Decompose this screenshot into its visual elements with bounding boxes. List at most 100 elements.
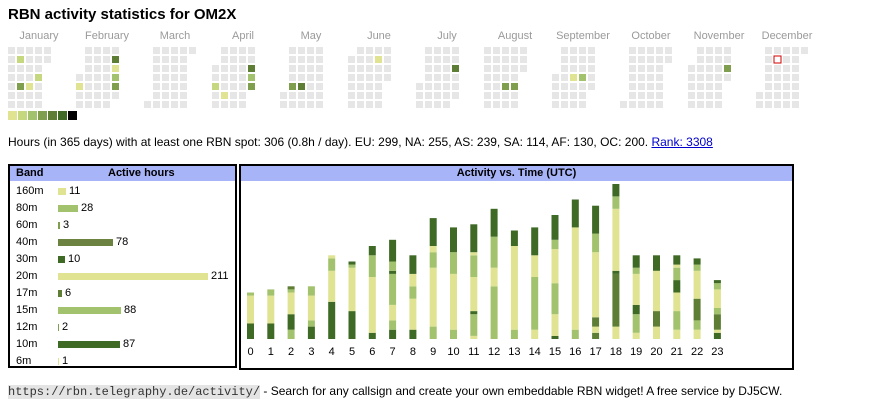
band-name: 20m	[16, 270, 38, 282]
calendar-day-cell	[248, 47, 255, 54]
calendar-day-cell	[35, 65, 42, 72]
calendar-day-cell	[221, 47, 228, 54]
hour-bar-segment	[632, 314, 640, 333]
calendar-day-cell	[792, 92, 799, 99]
hour-bar-segment	[693, 270, 701, 299]
hour-bar-segment	[287, 286, 295, 290]
calendar-day-cell	[765, 74, 772, 81]
calendar-day-cell	[384, 74, 391, 81]
calendar-day-cell	[452, 92, 459, 99]
calendar-day-cell	[579, 74, 586, 81]
calendar-day-cell	[375, 92, 382, 99]
calendar-day-cell	[103, 92, 110, 99]
calendar-day-cell	[484, 47, 491, 54]
calendar-day-cell	[289, 47, 296, 54]
hour-tick-label: 14	[529, 346, 541, 358]
calendar-day-cell	[493, 92, 500, 99]
hour-bar-segment	[368, 255, 376, 277]
calendar-day-cell	[26, 56, 33, 63]
band-hours-bar	[58, 273, 208, 280]
calendar-day-cell	[366, 74, 373, 81]
band-row: 12m 2	[10, 319, 235, 336]
calendar-day-cell	[443, 74, 450, 81]
hour-tick-label: 13	[508, 346, 520, 358]
calendar-day-cell	[638, 74, 645, 81]
calendar-day-cell	[570, 101, 577, 108]
hour-bar-segment	[531, 227, 539, 256]
calendar-day-cell	[715, 101, 722, 108]
hour-tick-label: 15	[549, 346, 561, 358]
hour-bar	[368, 246, 376, 339]
calendar-day-cell	[561, 65, 568, 72]
calendar-day-cell	[17, 83, 24, 90]
calendar-day-cell	[298, 65, 305, 72]
calendar-day-cell	[425, 74, 432, 81]
calendar-day-cell	[230, 47, 237, 54]
calendar-day-cell	[103, 47, 110, 54]
calendar-day-cell	[774, 74, 781, 81]
calendar-day-cell	[579, 83, 586, 90]
legend-swatch	[8, 111, 17, 120]
calendar-day-cell	[452, 83, 459, 90]
rank-link[interactable]: Rank: 3308	[651, 135, 713, 149]
calendar-day-cell	[715, 74, 722, 81]
calendar-day-cell	[180, 101, 187, 108]
hour-bar-segment	[389, 261, 397, 271]
calendar-day-cell	[230, 74, 237, 81]
hour-tick-label: 4	[329, 346, 335, 358]
calendar-day-cell	[307, 83, 314, 90]
calendar-day-cell	[366, 56, 373, 63]
calendar-day-cell	[520, 47, 527, 54]
calendar-day-cell	[656, 47, 663, 54]
calendar-day-cell	[561, 56, 568, 63]
band-row: 80m 28	[10, 200, 235, 217]
band-name: 80m	[16, 202, 38, 214]
calendar-day-cell	[289, 74, 296, 81]
hour-bar-segment	[612, 184, 620, 197]
calendar-day-cell	[76, 83, 83, 90]
band-hours-bar	[58, 256, 65, 263]
calendar-day-cell	[384, 47, 391, 54]
calendar-day-cell	[434, 56, 441, 63]
calendar-day-cell	[17, 92, 24, 99]
hour-bar-segment	[612, 273, 620, 327]
hour-bar-segment	[693, 264, 701, 271]
calendar-day-cell	[783, 65, 790, 72]
calendar-day-cell	[94, 74, 101, 81]
calendar-day-cell	[493, 74, 500, 81]
hour-tick-label: 19	[630, 346, 642, 358]
calendar-day-cell	[774, 47, 781, 54]
hour-bar-segment	[470, 255, 478, 277]
hour-bar-segment	[673, 280, 681, 293]
calendar-day-cell	[212, 74, 219, 81]
hour-bar-segment	[592, 252, 600, 318]
calendar-day-cell	[502, 65, 509, 72]
calendar-day-cell	[443, 65, 450, 72]
band-hours-bar	[58, 341, 120, 348]
footer-url[interactable]: https://rbn.telegraphy.de/activity/	[8, 385, 261, 399]
hour-bar-segment	[470, 314, 478, 336]
calendar-day-cell	[511, 74, 518, 81]
calendar-day-cell	[724, 47, 731, 54]
calendar-day-cell	[35, 92, 42, 99]
band-row: 30m 10	[10, 251, 235, 268]
calendar-day-cell	[289, 92, 296, 99]
calendar-day-cell	[792, 47, 799, 54]
hour-bar-segment	[551, 283, 559, 315]
activity-summary: Hours (in 365 days) with at least one RB…	[8, 135, 713, 149]
calendar-day-cell	[493, 47, 500, 54]
calendar-day-cell	[520, 56, 527, 63]
calendar-day-cell	[688, 92, 695, 99]
legend-swatch	[58, 111, 67, 120]
calendar-day-cell	[298, 101, 305, 108]
calendar-day-cell	[171, 92, 178, 99]
hour-tick-label: 12	[488, 346, 500, 358]
calendar-day-cell	[144, 101, 151, 108]
calendar-day-cell	[239, 74, 246, 81]
calendar-day-cell	[425, 83, 432, 90]
calendar-day-cell	[103, 101, 110, 108]
band-hours-value: 2	[62, 321, 69, 333]
calendar-day-cell	[493, 65, 500, 72]
hour-bar-segment	[287, 292, 295, 315]
hour-bar-segment	[713, 308, 721, 315]
